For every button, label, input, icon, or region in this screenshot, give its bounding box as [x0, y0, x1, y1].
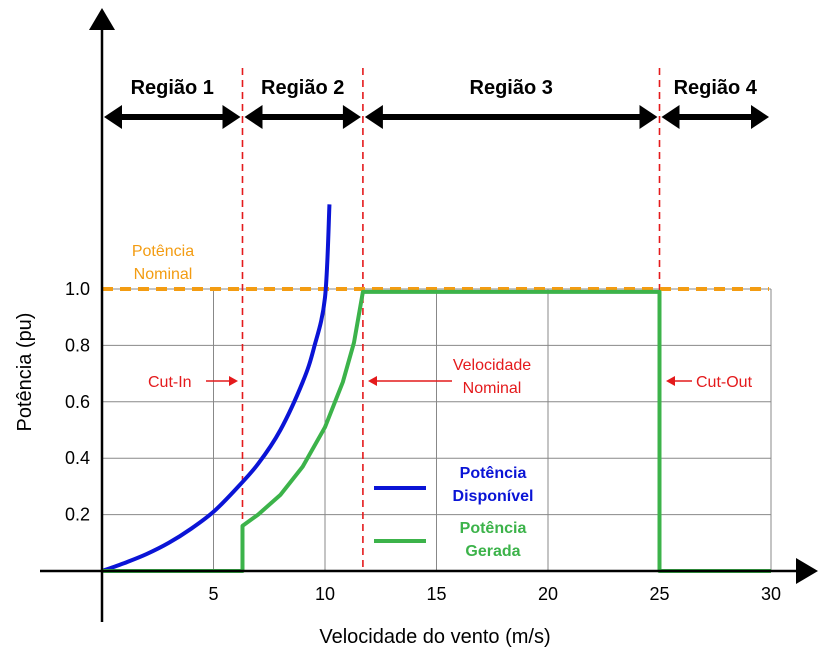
- nominal-power-label-line1: Potência: [132, 243, 194, 260]
- x-tick-label: 5: [208, 584, 218, 604]
- cut-out-arrow-head: [666, 376, 675, 386]
- region-arrow-head-right: [751, 105, 769, 129]
- nominal-speed-label-line1: Velocidade: [453, 357, 531, 374]
- region-arrow-head-left: [104, 105, 122, 129]
- y-axis-arrow: [89, 8, 115, 30]
- legend-label-available-line1: Potência: [460, 465, 527, 482]
- cut-in-label: Cut-In: [148, 374, 192, 391]
- y-tick-label: 0.4: [65, 448, 90, 468]
- tick-labels: 5 10 15 20 25 30 0.2 0.4 0.6 0.8 1.0: [65, 279, 781, 604]
- region-arrow-head-left: [661, 105, 680, 129]
- available-power-line: [101, 204, 332, 573]
- legend-label-generated-line1: Potência: [460, 520, 527, 537]
- nominal-speed-label-line2: Nominal: [463, 380, 522, 397]
- cut-in-arrow-head: [229, 376, 238, 386]
- x-axis-label: Velocidade do vento (m/s): [319, 626, 550, 648]
- reference-lines: [102, 68, 769, 571]
- x-tick-label: 20: [538, 584, 558, 604]
- x-tick-label: 30: [761, 584, 781, 604]
- x-tick-label: 10: [315, 584, 335, 604]
- grid-lines: [102, 288, 772, 571]
- x-axis-arrow: [796, 558, 818, 584]
- x-tick-label: 25: [649, 584, 669, 604]
- x-tick-label: 15: [426, 584, 446, 604]
- generated-power-line: [102, 289, 771, 573]
- region-label: Região 1: [131, 77, 214, 99]
- series-group: [101, 204, 771, 573]
- y-tick-label: 1.0: [65, 279, 90, 299]
- region-arrow-head-right: [222, 105, 241, 129]
- region-label: Região 2: [261, 77, 344, 99]
- y-axis-label: Potência (pu): [14, 313, 36, 432]
- region-label: Região 4: [674, 77, 758, 99]
- region-arrows: Região 1 Região 2 Região 3 Região 4: [104, 77, 769, 129]
- region-label: Região 3: [470, 77, 553, 99]
- cut-out-label: Cut-Out: [696, 374, 753, 391]
- region-arrow-head-right: [342, 105, 361, 129]
- nominal-power-label-line2: Nominal: [134, 266, 193, 283]
- legend-label-generated-line2: Gerada: [465, 543, 520, 560]
- region-arrow-head-right: [639, 105, 658, 129]
- y-tick-label: 0.8: [65, 335, 90, 355]
- legend-label-available-line2: Disponível: [453, 488, 534, 505]
- y-tick-label: 0.2: [65, 505, 90, 525]
- region-arrow-head-left: [364, 105, 383, 129]
- y-tick-label: 0.6: [65, 392, 90, 412]
- nominal-speed-arrow-head: [368, 376, 377, 386]
- region-arrow-head-left: [244, 105, 263, 129]
